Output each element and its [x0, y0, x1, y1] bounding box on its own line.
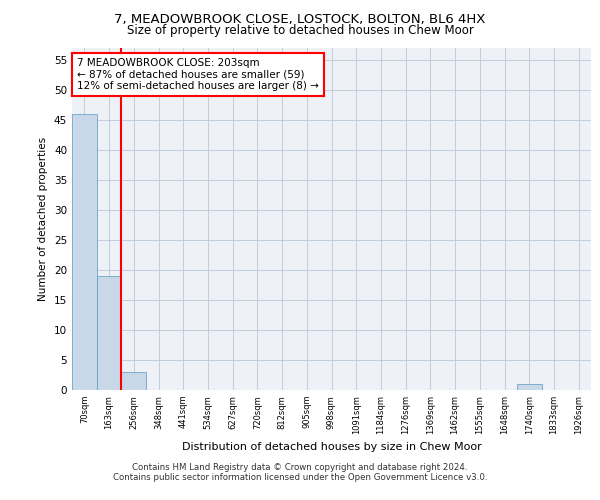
Text: 7 MEADOWBROOK CLOSE: 203sqm
← 87% of detached houses are smaller (59)
12% of sem: 7 MEADOWBROOK CLOSE: 203sqm ← 87% of det… — [77, 58, 319, 91]
Text: 7, MEADOWBROOK CLOSE, LOSTOCK, BOLTON, BL6 4HX: 7, MEADOWBROOK CLOSE, LOSTOCK, BOLTON, B… — [115, 12, 485, 26]
Bar — [72, 114, 97, 390]
Text: Contains HM Land Registry data © Crown copyright and database right 2024.: Contains HM Land Registry data © Crown c… — [132, 464, 468, 472]
Text: Contains public sector information licensed under the Open Government Licence v3: Contains public sector information licen… — [113, 473, 487, 482]
Bar — [97, 276, 121, 390]
Y-axis label: Number of detached properties: Number of detached properties — [38, 136, 49, 301]
Bar — [517, 384, 542, 390]
Bar — [121, 372, 146, 390]
Text: Size of property relative to detached houses in Chew Moor: Size of property relative to detached ho… — [127, 24, 473, 37]
X-axis label: Distribution of detached houses by size in Chew Moor: Distribution of detached houses by size … — [182, 442, 481, 452]
